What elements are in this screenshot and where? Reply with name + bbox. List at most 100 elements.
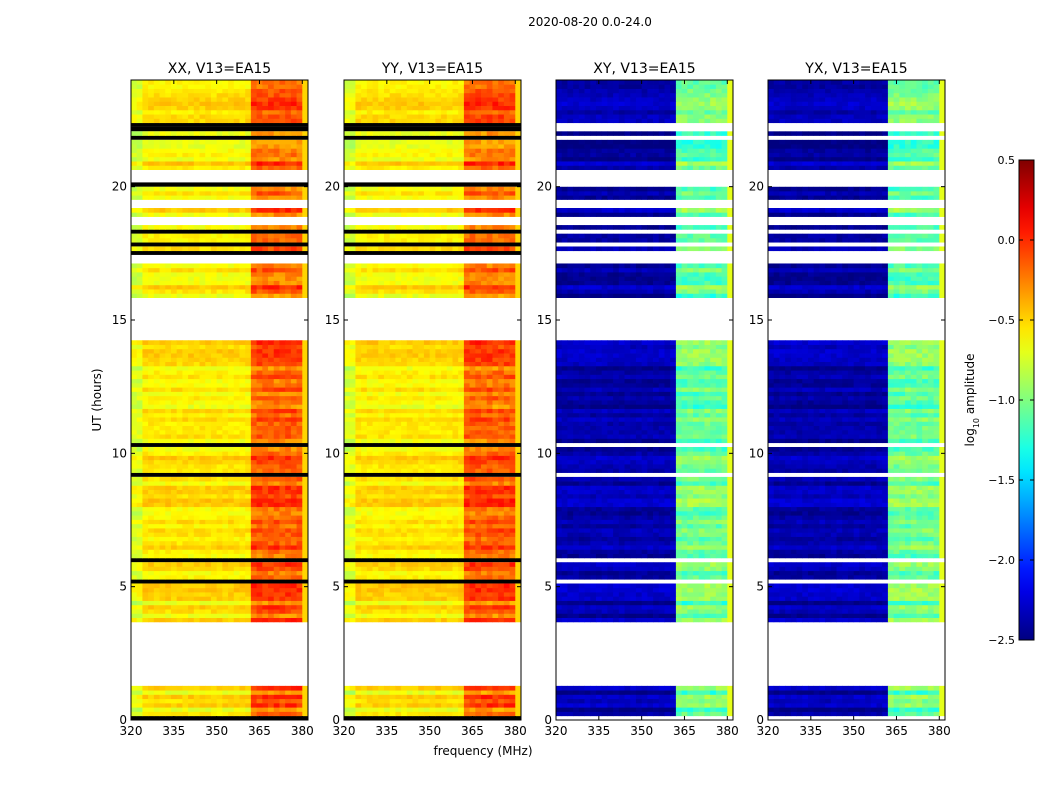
heatmap-cell xyxy=(262,400,269,405)
heatmap-cell xyxy=(176,97,183,102)
heatmap-cell xyxy=(366,685,373,691)
heatmap-cell xyxy=(205,707,212,712)
heatmap-cell xyxy=(142,387,149,392)
heatmap-cell xyxy=(159,502,166,508)
heatmap-cell xyxy=(290,519,297,525)
heatmap-cell xyxy=(176,263,183,269)
heatmap-cell xyxy=(199,510,206,516)
heatmap-cell xyxy=(170,502,178,508)
heatmap-cell xyxy=(233,88,240,94)
heatmap-cell xyxy=(395,485,402,490)
heatmap-cell xyxy=(498,446,505,452)
heatmap-cell xyxy=(296,425,303,431)
heatmap-cell xyxy=(142,348,149,354)
heatmap-cell xyxy=(136,225,143,230)
heatmap-cell xyxy=(366,493,373,499)
heatmap-cell xyxy=(302,417,309,422)
heatmap-cell xyxy=(176,408,183,414)
heatmap-cell xyxy=(165,361,172,367)
heatmap-cell xyxy=(210,604,218,610)
heatmap-cell xyxy=(458,412,465,418)
heatmap-cell xyxy=(188,84,195,89)
heatmap-cell xyxy=(395,446,402,452)
heatmap-cell xyxy=(492,421,499,426)
heatmap-cell xyxy=(418,702,425,708)
heatmap-cell xyxy=(349,464,356,469)
heatmap-cell xyxy=(262,429,269,435)
heatmap-cell xyxy=(256,233,263,239)
heatmap-cell xyxy=(361,694,368,700)
heatmap-cell xyxy=(366,455,373,461)
heatmap-cell xyxy=(344,523,351,529)
heatmap-cell xyxy=(475,596,482,601)
heatmap-cell xyxy=(239,404,246,409)
heatmap-cell xyxy=(418,617,425,623)
heatmap-cell xyxy=(429,570,436,576)
heatmap-cell xyxy=(401,685,408,691)
heatmap-cell xyxy=(441,707,448,712)
heatmap-cell xyxy=(233,690,240,695)
heatmap-cell xyxy=(481,417,488,422)
heatmap-cell xyxy=(509,434,516,439)
heatmap-cell xyxy=(463,434,471,439)
heatmap-cell xyxy=(176,523,183,529)
heatmap-cell xyxy=(228,592,235,597)
heatmap-cell xyxy=(366,412,373,418)
heatmap-cell xyxy=(279,604,286,610)
heatmap-cell xyxy=(262,562,269,567)
heatmap-cell xyxy=(205,340,212,345)
heatmap-cell xyxy=(498,587,505,593)
heatmap-cell xyxy=(205,711,212,717)
heatmap-cell xyxy=(268,417,275,422)
heatmap-cell xyxy=(222,105,229,111)
heatmap-cell xyxy=(509,570,516,576)
heatmap-cell xyxy=(210,361,218,367)
heatmap-cell xyxy=(349,587,356,593)
heatmap-cell xyxy=(344,404,351,409)
heatmap-cell xyxy=(418,434,425,439)
heatmap-cell xyxy=(279,502,286,508)
heatmap-cell xyxy=(302,412,309,418)
heatmap-cell xyxy=(199,92,206,98)
heatmap-cell xyxy=(435,434,442,439)
heatmap-cell xyxy=(250,156,258,162)
heatmap-cell xyxy=(446,690,453,695)
heatmap-cell xyxy=(165,562,172,567)
heatmap-cell xyxy=(296,131,303,136)
heatmap-cell xyxy=(401,540,408,546)
heatmap-cell xyxy=(463,429,471,435)
heatmap-cell xyxy=(148,237,155,243)
heatmap-cell xyxy=(210,476,218,482)
heatmap-cell xyxy=(469,481,476,486)
heatmap-cell xyxy=(142,378,149,384)
heatmap-cell xyxy=(378,485,385,490)
heatmap-cell xyxy=(142,510,149,516)
heatmap-cell xyxy=(383,493,391,499)
heatmap-cell xyxy=(435,532,442,537)
heatmap-cell xyxy=(228,528,235,533)
heatmap-cell xyxy=(170,532,178,537)
heatmap-cell xyxy=(302,540,309,546)
heatmap-cell xyxy=(406,583,413,589)
heatmap-cell xyxy=(222,519,229,525)
heatmap-cell xyxy=(349,600,356,606)
heatmap-cell xyxy=(498,583,505,589)
heatmap-cell xyxy=(159,707,166,712)
heatmap-cell xyxy=(222,455,229,461)
heatmap-cell xyxy=(268,425,275,431)
heatmap-cell xyxy=(136,357,143,362)
heatmap-cell xyxy=(239,438,246,444)
heatmap-cell xyxy=(250,707,258,712)
heatmap-cell xyxy=(395,549,402,554)
heatmap-cell xyxy=(279,348,286,354)
heatmap-cell xyxy=(233,114,240,119)
heatmap-cell xyxy=(378,455,385,461)
heatmap-cell xyxy=(406,540,413,546)
heatmap-cell xyxy=(188,532,195,537)
heatmap-cell xyxy=(131,340,138,345)
heatmap-cell xyxy=(256,702,263,708)
heatmap-cell xyxy=(366,604,373,610)
heatmap-cell xyxy=(199,690,206,695)
heatmap-cell xyxy=(148,532,155,537)
heatmap-cell xyxy=(222,348,229,354)
